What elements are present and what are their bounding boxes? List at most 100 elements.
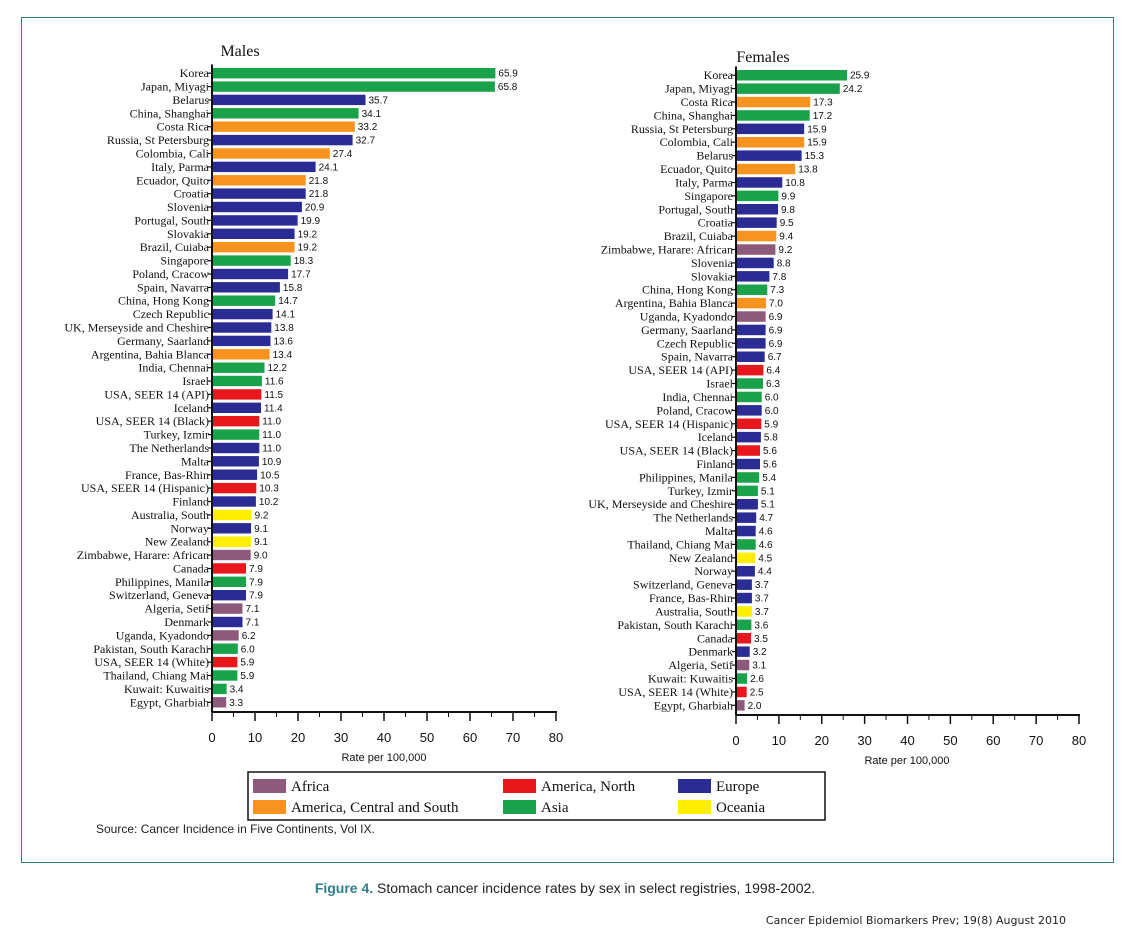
value-label: 3.6 (754, 620, 768, 631)
category-label: Poland, Cracow (656, 403, 733, 417)
bar (213, 536, 252, 547)
value-label: 13.4 (273, 350, 293, 361)
value-label: 27.4 (333, 149, 353, 160)
legend-swatch (503, 800, 536, 814)
category-label: Belarus (172, 93, 209, 107)
bar (213, 416, 260, 427)
category-label: Norway (170, 521, 209, 535)
category-label: Singapore (160, 254, 209, 268)
category-label: Russia, St Petersburg (631, 122, 733, 136)
value-label: 35.7 (369, 96, 389, 107)
legend-swatch (678, 800, 711, 814)
value-label: 15.9 (807, 124, 827, 135)
bar (213, 576, 246, 587)
value-label: 6.9 (769, 312, 783, 323)
value-label: 10.3 (259, 484, 279, 495)
category-label: Japan, Miyagi (141, 80, 210, 94)
x-tick-label: 50 (420, 730, 434, 745)
bar (213, 630, 239, 641)
bar (213, 134, 353, 146)
value-label: 11.6 (265, 377, 284, 388)
bar (213, 509, 252, 521)
value-label: 10.2 (259, 497, 279, 508)
bar (737, 646, 750, 657)
category-label: Egypt, Gharbiah (654, 698, 733, 712)
value-label: 7.9 (249, 564, 263, 575)
value-label: 11.0 (262, 417, 281, 428)
x-axis-label: Rate per 100,000 (341, 752, 426, 764)
bar (737, 204, 778, 215)
category-label: Iceland (698, 430, 733, 444)
category-label: New Zealand (145, 535, 209, 549)
x-tick-label: 70 (1029, 733, 1043, 748)
category-label: Costa Rica (157, 120, 210, 134)
value-label: 18.3 (294, 256, 314, 267)
category-label: Portugal, South (134, 213, 209, 227)
value-label: 9.2 (778, 245, 792, 256)
x-tick-label: 60 (986, 733, 1000, 748)
bar (737, 244, 776, 255)
bar (737, 458, 760, 470)
bar (213, 282, 280, 293)
bar (737, 418, 762, 429)
bar (737, 83, 840, 94)
category-label: USA, SEER 14 (Black) (96, 414, 209, 428)
value-label: 3.4 (230, 684, 244, 695)
bar (737, 445, 760, 456)
category-label: Germany, Saarland (117, 334, 209, 348)
bar (213, 68, 496, 79)
bar (737, 391, 762, 403)
category-label: Norway (694, 564, 733, 578)
bar (213, 228, 295, 239)
value-label: 17.7 (291, 270, 311, 281)
bar (737, 257, 774, 269)
bar (737, 499, 758, 510)
legend-label: America, North (541, 779, 636, 795)
category-label: Algeria, Setif (668, 658, 733, 672)
category-label: China, Hong Kong (118, 294, 209, 308)
bar (737, 552, 756, 564)
bar (737, 150, 802, 161)
value-label: 6.7 (768, 352, 782, 363)
category-label: Australia, South (655, 605, 733, 619)
bar (737, 539, 756, 550)
category-label: Zimbabwe, Harare: African (77, 548, 209, 562)
bar (213, 456, 259, 467)
category-label: USA, SEER 14 (API) (628, 363, 733, 377)
bar (737, 338, 766, 349)
value-label: 5.6 (763, 446, 777, 457)
category-label: The Netherlands (653, 511, 733, 525)
bar (213, 215, 298, 226)
value-label: 4.6 (759, 540, 773, 551)
bar (737, 566, 755, 577)
category-label: USA, SEER 14 (Hispanic) (605, 417, 733, 431)
bar (213, 402, 261, 413)
category-label: Philippines, Manila (639, 470, 734, 484)
bar (737, 284, 768, 295)
category-label: Canada (173, 562, 210, 576)
value-label: 15.8 (283, 283, 303, 294)
category-label: Argentina, Bahia Blanca (615, 296, 734, 310)
value-label: 7.1 (246, 618, 260, 629)
value-label: 21.8 (309, 189, 329, 200)
category-label: Italy, Parma (675, 176, 734, 190)
figure-frame (21, 17, 1114, 863)
category-label: China, Hong Kong (642, 283, 733, 297)
bar (213, 121, 355, 132)
legend-label: Asia (541, 800, 569, 816)
bar (213, 188, 306, 199)
value-label: 9.9 (781, 191, 795, 202)
value-label: 3.7 (755, 594, 769, 605)
value-label: 2.6 (750, 674, 764, 685)
value-label: 9.5 (780, 218, 794, 229)
legend-swatch (678, 779, 711, 793)
value-label: 5.9 (764, 419, 778, 430)
bar (213, 697, 227, 708)
x-tick-label: 80 (1072, 733, 1086, 748)
legend-label: Africa (291, 779, 330, 795)
bar (737, 512, 757, 523)
value-label: 11.5 (264, 390, 283, 401)
category-label: Germany, Saarland (641, 323, 733, 337)
value-label: 11.4 (264, 403, 283, 414)
